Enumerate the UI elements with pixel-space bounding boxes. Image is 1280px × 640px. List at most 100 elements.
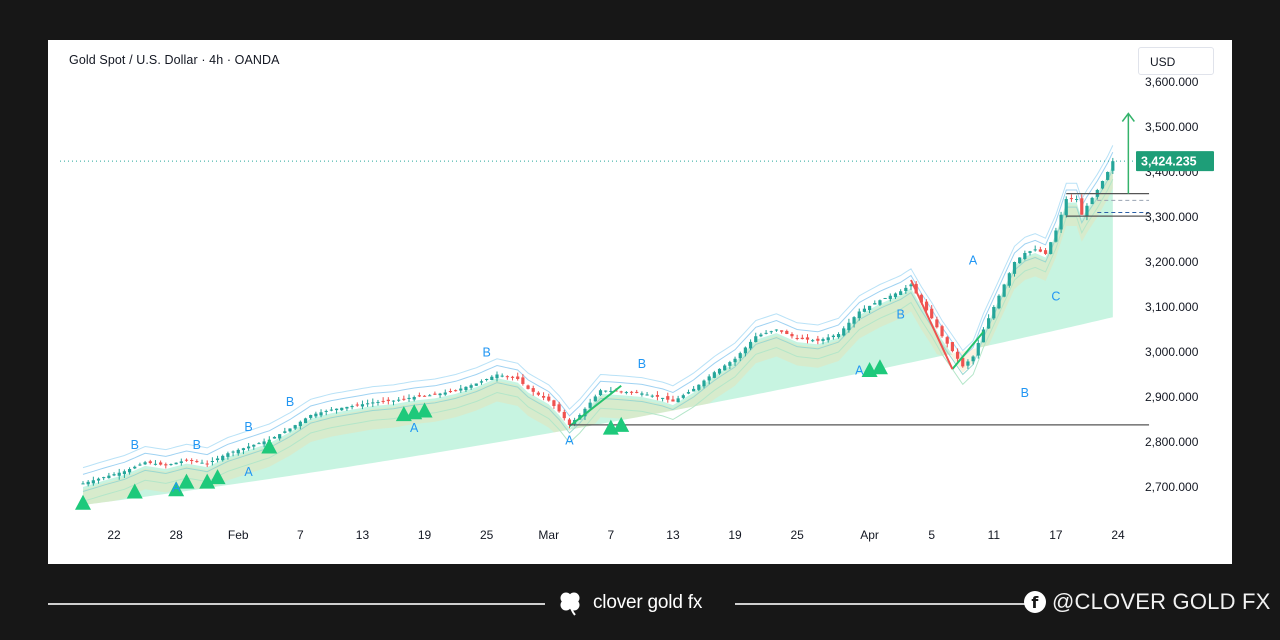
candle — [215, 458, 220, 461]
candle — [624, 392, 628, 394]
candle — [122, 471, 126, 475]
y-tick-label: 3,000.000 — [1145, 345, 1199, 359]
candle — [448, 391, 453, 393]
candle — [1023, 253, 1027, 259]
candle — [1075, 199, 1079, 200]
x-tick-label: 24 — [1111, 528, 1125, 542]
candle — [169, 464, 173, 466]
candle — [381, 400, 385, 402]
candle — [728, 362, 732, 366]
candle — [505, 376, 509, 378]
candle — [738, 353, 742, 359]
currency-selector[interactable]: USD — [1138, 47, 1214, 75]
candle — [836, 334, 841, 338]
candle — [485, 379, 489, 380]
candle — [536, 392, 540, 395]
x-tick-label: 28 — [169, 528, 183, 542]
candle — [1111, 161, 1115, 171]
candle — [593, 396, 597, 402]
candle — [495, 374, 499, 379]
candle — [272, 436, 277, 439]
y-tick-label: 2,700.000 — [1145, 480, 1199, 494]
wave-label: B — [896, 307, 904, 321]
candle — [1012, 262, 1017, 274]
chart-panel: B A B B A B A B A B A B A B C 3,600.000 3,500.000 3,400.0… — [48, 40, 1232, 564]
candle — [195, 461, 199, 463]
candle — [205, 463, 209, 465]
candle — [510, 376, 515, 378]
candle — [91, 480, 95, 484]
candle — [391, 400, 396, 402]
candle — [1069, 198, 1074, 200]
candle — [1054, 230, 1058, 242]
candle — [190, 460, 194, 462]
swing-line — [910, 279, 954, 370]
x-tick-label: 25 — [480, 528, 494, 542]
wave-label: B — [286, 395, 294, 409]
candle — [1043, 250, 1048, 254]
social-link[interactable]: f @CLOVER GOLD FX — [1024, 589, 1271, 614]
candle — [831, 335, 835, 338]
candle — [531, 388, 535, 392]
candle — [262, 441, 266, 445]
candle — [940, 326, 944, 337]
candle — [516, 376, 520, 379]
candle — [226, 453, 230, 457]
candle — [490, 376, 494, 380]
candle — [686, 392, 691, 394]
footer-divider-right — [735, 603, 1035, 605]
candle — [769, 331, 773, 333]
candle — [743, 347, 747, 354]
candle — [873, 303, 877, 305]
candle — [143, 462, 147, 465]
candle — [981, 329, 986, 343]
x-tick-label: 13 — [666, 528, 680, 542]
candle — [774, 329, 779, 331]
candle — [1018, 257, 1022, 264]
candle — [179, 461, 183, 464]
candle — [862, 308, 867, 312]
x-tick-label: 22 — [107, 528, 121, 542]
candle — [428, 395, 432, 397]
candle — [878, 300, 882, 305]
candle — [407, 397, 411, 400]
candle — [992, 307, 996, 319]
candle — [754, 336, 758, 343]
candle — [888, 295, 892, 299]
wave-label: B — [482, 346, 490, 360]
candle — [1007, 273, 1011, 286]
candle — [733, 358, 737, 363]
candle — [847, 322, 851, 331]
candle — [303, 418, 308, 424]
buy-signal-triangle-icon — [871, 359, 888, 375]
candle — [971, 356, 975, 362]
candle — [661, 397, 665, 399]
candle — [314, 413, 318, 417]
candle — [433, 393, 437, 395]
candle — [919, 294, 923, 303]
candle — [930, 308, 934, 319]
candle — [935, 319, 939, 328]
candle — [1038, 249, 1042, 252]
candle — [883, 298, 887, 299]
x-tick-label: Apr — [860, 528, 879, 542]
candle — [1085, 205, 1089, 217]
candle — [1064, 199, 1068, 216]
wave-label: A — [855, 364, 864, 378]
x-tick-label: Mar — [538, 528, 559, 542]
candle — [692, 388, 696, 392]
candle — [231, 451, 235, 453]
candle — [278, 434, 282, 439]
y-tick-label: 3,600.000 — [1145, 75, 1199, 89]
candle — [402, 398, 406, 400]
candle — [567, 419, 572, 425]
candle — [184, 459, 189, 461]
candle — [164, 464, 168, 466]
buy-signal-triangle-icon — [126, 483, 143, 499]
candle — [562, 411, 566, 419]
footer-divider-left — [48, 603, 545, 605]
candle — [324, 410, 328, 412]
candle — [107, 475, 111, 479]
candle — [650, 395, 654, 397]
envelope-line — [82, 145, 1114, 469]
